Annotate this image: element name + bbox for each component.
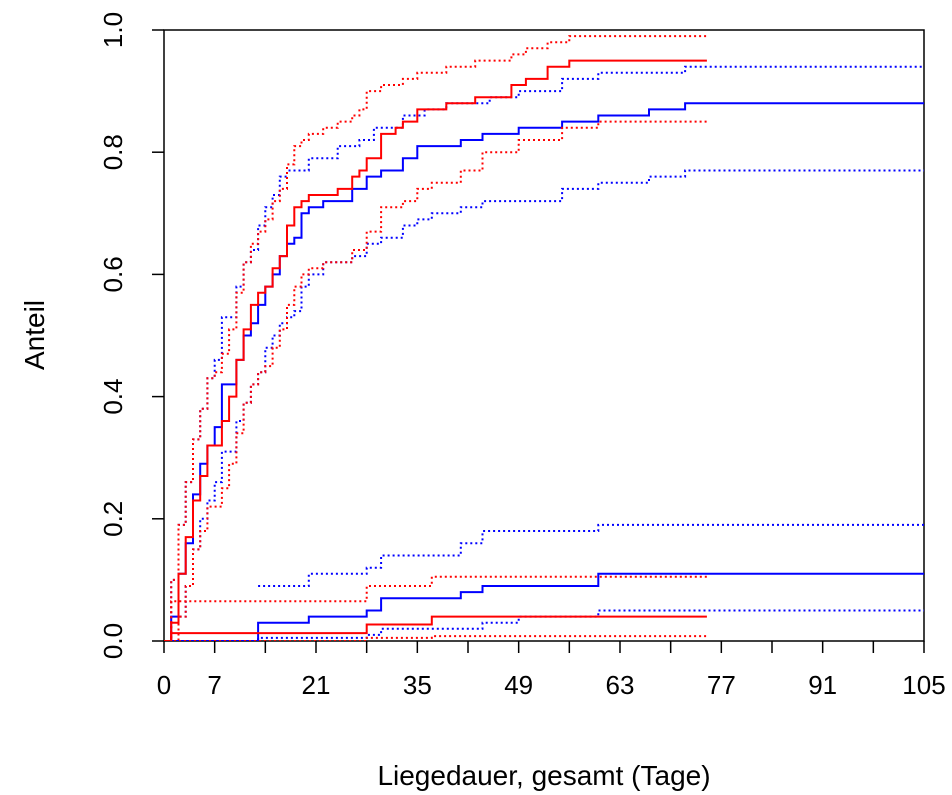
series-line-8 bbox=[164, 609, 924, 641]
x-tick-label: 35 bbox=[403, 670, 432, 700]
y-tick-label: 0.2 bbox=[98, 501, 128, 537]
series-line-9 bbox=[164, 615, 707, 641]
series-line-10 bbox=[164, 575, 707, 641]
series-line-1 bbox=[164, 65, 924, 641]
x-tick-label: 105 bbox=[902, 670, 945, 700]
plot-frame bbox=[163, 29, 925, 642]
x-axis: 0 7 21 35 49 63 77 91 105 bbox=[157, 641, 946, 700]
y-tick-label: 0.6 bbox=[98, 256, 128, 292]
series-line-4 bbox=[164, 35, 707, 641]
series-line-2 bbox=[164, 169, 924, 641]
series-line-3 bbox=[164, 59, 707, 641]
y-axis-title: Anteil bbox=[19, 300, 50, 370]
series-layer bbox=[164, 35, 924, 641]
y-tick-label: 0.0 bbox=[98, 623, 128, 659]
x-tick-label: 63 bbox=[606, 670, 635, 700]
series-line-7 bbox=[258, 523, 924, 587]
x-tick-label: 0 bbox=[157, 670, 171, 700]
x-tick-label: 91 bbox=[808, 670, 837, 700]
y-tick-label: 0.8 bbox=[98, 134, 128, 170]
y-axis: 0.0 0.2 0.4 0.6 0.8 1.0 bbox=[98, 12, 164, 659]
x-axis-title: Liegedauer, gesamt (Tage) bbox=[377, 760, 710, 791]
series-line-11 bbox=[164, 634, 708, 641]
series-line-6 bbox=[164, 572, 924, 641]
x-tick-label: 49 bbox=[504, 670, 533, 700]
series-line-5 bbox=[164, 120, 707, 641]
x-tick-label: 77 bbox=[707, 670, 736, 700]
x-tick-label: 21 bbox=[302, 670, 331, 700]
x-tick-label: 7 bbox=[207, 670, 221, 700]
series-line-0 bbox=[164, 102, 924, 641]
y-tick-label: 1.0 bbox=[98, 12, 128, 48]
y-tick-label: 0.4 bbox=[98, 379, 128, 415]
